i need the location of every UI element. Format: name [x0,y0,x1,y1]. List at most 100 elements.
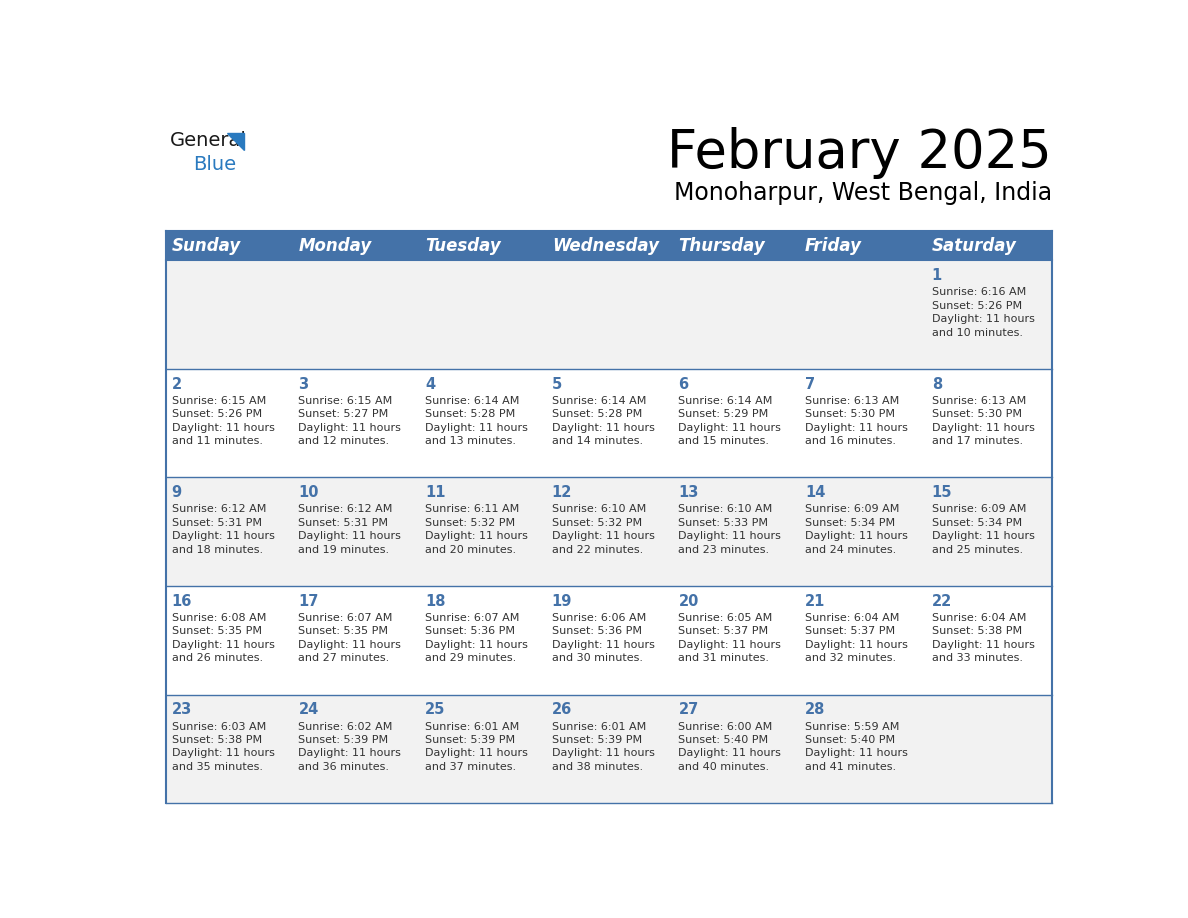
Bar [672,695,798,803]
Text: and 14 minutes.: and 14 minutes. [551,436,643,446]
Text: Sunrise: 6:01 AM: Sunrise: 6:01 AM [425,722,519,732]
Text: Sunset: 5:31 PM: Sunset: 5:31 PM [298,518,388,528]
Text: Sunset: 5:34 PM: Sunset: 5:34 PM [805,518,896,528]
Bar [672,586,798,695]
Text: Sunrise: 6:14 AM: Sunrise: 6:14 AM [678,396,772,406]
Text: Sunrise: 6:11 AM: Sunrise: 6:11 AM [425,504,519,514]
Text: Daylight: 11 hours: Daylight: 11 hours [425,423,527,432]
Text: Sunset: 5:26 PM: Sunset: 5:26 PM [172,409,261,420]
Bar [165,695,292,803]
Bar [545,695,672,803]
Bar [165,231,292,261]
Bar [545,586,672,695]
Text: Sunset: 5:34 PM: Sunset: 5:34 PM [931,518,1022,528]
Text: February 2025: February 2025 [668,127,1053,179]
Bar [925,231,1053,261]
Text: Daylight: 11 hours: Daylight: 11 hours [425,640,527,650]
Text: Daylight: 11 hours: Daylight: 11 hours [172,748,274,758]
Text: Sunset: 5:39 PM: Sunset: 5:39 PM [551,735,642,745]
Text: 3: 3 [298,376,309,392]
Text: and 18 minutes.: and 18 minutes. [172,544,263,554]
Text: 19: 19 [551,594,573,609]
Text: Daylight: 11 hours: Daylight: 11 hours [172,532,274,542]
Text: Sunset: 5:40 PM: Sunset: 5:40 PM [678,735,769,745]
Text: Sunset: 5:39 PM: Sunset: 5:39 PM [298,735,388,745]
Text: 18: 18 [425,594,446,609]
Bar [419,261,545,369]
Bar [419,369,545,477]
Text: Monoharpur, West Bengal, India: Monoharpur, West Bengal, India [674,181,1053,205]
Text: Sunset: 5:36 PM: Sunset: 5:36 PM [551,626,642,636]
Text: and 10 minutes.: and 10 minutes. [931,328,1023,338]
Text: Daylight: 11 hours: Daylight: 11 hours [805,748,908,758]
Text: 25: 25 [425,702,446,717]
Text: Daylight: 11 hours: Daylight: 11 hours [678,748,782,758]
Text: Blue: Blue [192,155,235,174]
Text: Sunrise: 6:09 AM: Sunrise: 6:09 AM [805,504,899,514]
Text: and 35 minutes.: and 35 minutes. [172,762,263,772]
Bar [292,477,419,586]
Text: and 31 minutes.: and 31 minutes. [678,654,770,664]
Text: 21: 21 [805,594,826,609]
Text: and 17 minutes.: and 17 minutes. [931,436,1023,446]
Text: Sunrise: 6:03 AM: Sunrise: 6:03 AM [172,722,266,732]
Text: 15: 15 [931,485,953,500]
Text: and 29 minutes.: and 29 minutes. [425,654,517,664]
Text: Daylight: 11 hours: Daylight: 11 hours [931,532,1035,542]
Text: Sunset: 5:32 PM: Sunset: 5:32 PM [425,518,516,528]
Text: Sunset: 5:29 PM: Sunset: 5:29 PM [678,409,769,420]
Text: 8: 8 [931,376,942,392]
Text: Sunrise: 6:07 AM: Sunrise: 6:07 AM [298,613,393,623]
Bar [165,369,292,477]
Text: Sunrise: 6:04 AM: Sunrise: 6:04 AM [931,613,1026,623]
Text: 7: 7 [805,376,815,392]
Text: Thursday: Thursday [678,237,765,254]
Text: Daylight: 11 hours: Daylight: 11 hours [298,748,402,758]
Text: 10: 10 [298,485,318,500]
Text: and 37 minutes.: and 37 minutes. [425,762,517,772]
Bar [165,586,292,695]
Text: Sunset: 5:26 PM: Sunset: 5:26 PM [931,301,1022,310]
Text: and 20 minutes.: and 20 minutes. [425,544,517,554]
Text: Saturday: Saturday [931,237,1017,254]
Bar [292,261,419,369]
Text: Daylight: 11 hours: Daylight: 11 hours [298,640,402,650]
Text: Daylight: 11 hours: Daylight: 11 hours [172,423,274,432]
Text: Sunset: 5:31 PM: Sunset: 5:31 PM [172,518,261,528]
Text: Daylight: 11 hours: Daylight: 11 hours [678,423,782,432]
Text: Sunrise: 6:14 AM: Sunrise: 6:14 AM [551,396,646,406]
Text: 26: 26 [551,702,571,717]
Bar [545,477,672,586]
Text: Tuesday: Tuesday [425,237,501,254]
Text: Daylight: 11 hours: Daylight: 11 hours [425,748,527,758]
Text: and 12 minutes.: and 12 minutes. [298,436,390,446]
Bar [798,695,925,803]
Bar [798,586,925,695]
Bar [798,369,925,477]
Bar [292,231,419,261]
Bar [672,369,798,477]
Bar [419,586,545,695]
Text: 11: 11 [425,485,446,500]
Text: 16: 16 [172,594,192,609]
Bar [419,695,545,803]
Text: and 32 minutes.: and 32 minutes. [805,654,896,664]
Bar [545,369,672,477]
Bar [925,369,1053,477]
Bar [545,261,672,369]
Text: Sunset: 5:35 PM: Sunset: 5:35 PM [298,626,388,636]
Text: Sunset: 5:28 PM: Sunset: 5:28 PM [551,409,642,420]
Text: Sunrise: 5:59 AM: Sunrise: 5:59 AM [805,722,899,732]
Text: Daylight: 11 hours: Daylight: 11 hours [805,532,908,542]
Text: Daylight: 11 hours: Daylight: 11 hours [678,640,782,650]
Text: Sunrise: 6:04 AM: Sunrise: 6:04 AM [805,613,899,623]
Text: Sunrise: 6:02 AM: Sunrise: 6:02 AM [298,722,393,732]
Text: 4: 4 [425,376,435,392]
Text: Daylight: 11 hours: Daylight: 11 hours [551,640,655,650]
Text: 28: 28 [805,702,826,717]
Text: Sunrise: 6:15 AM: Sunrise: 6:15 AM [172,396,266,406]
Text: Sunset: 5:40 PM: Sunset: 5:40 PM [805,735,896,745]
Text: 24: 24 [298,702,318,717]
Text: 6: 6 [678,376,689,392]
Text: Sunset: 5:27 PM: Sunset: 5:27 PM [298,409,388,420]
